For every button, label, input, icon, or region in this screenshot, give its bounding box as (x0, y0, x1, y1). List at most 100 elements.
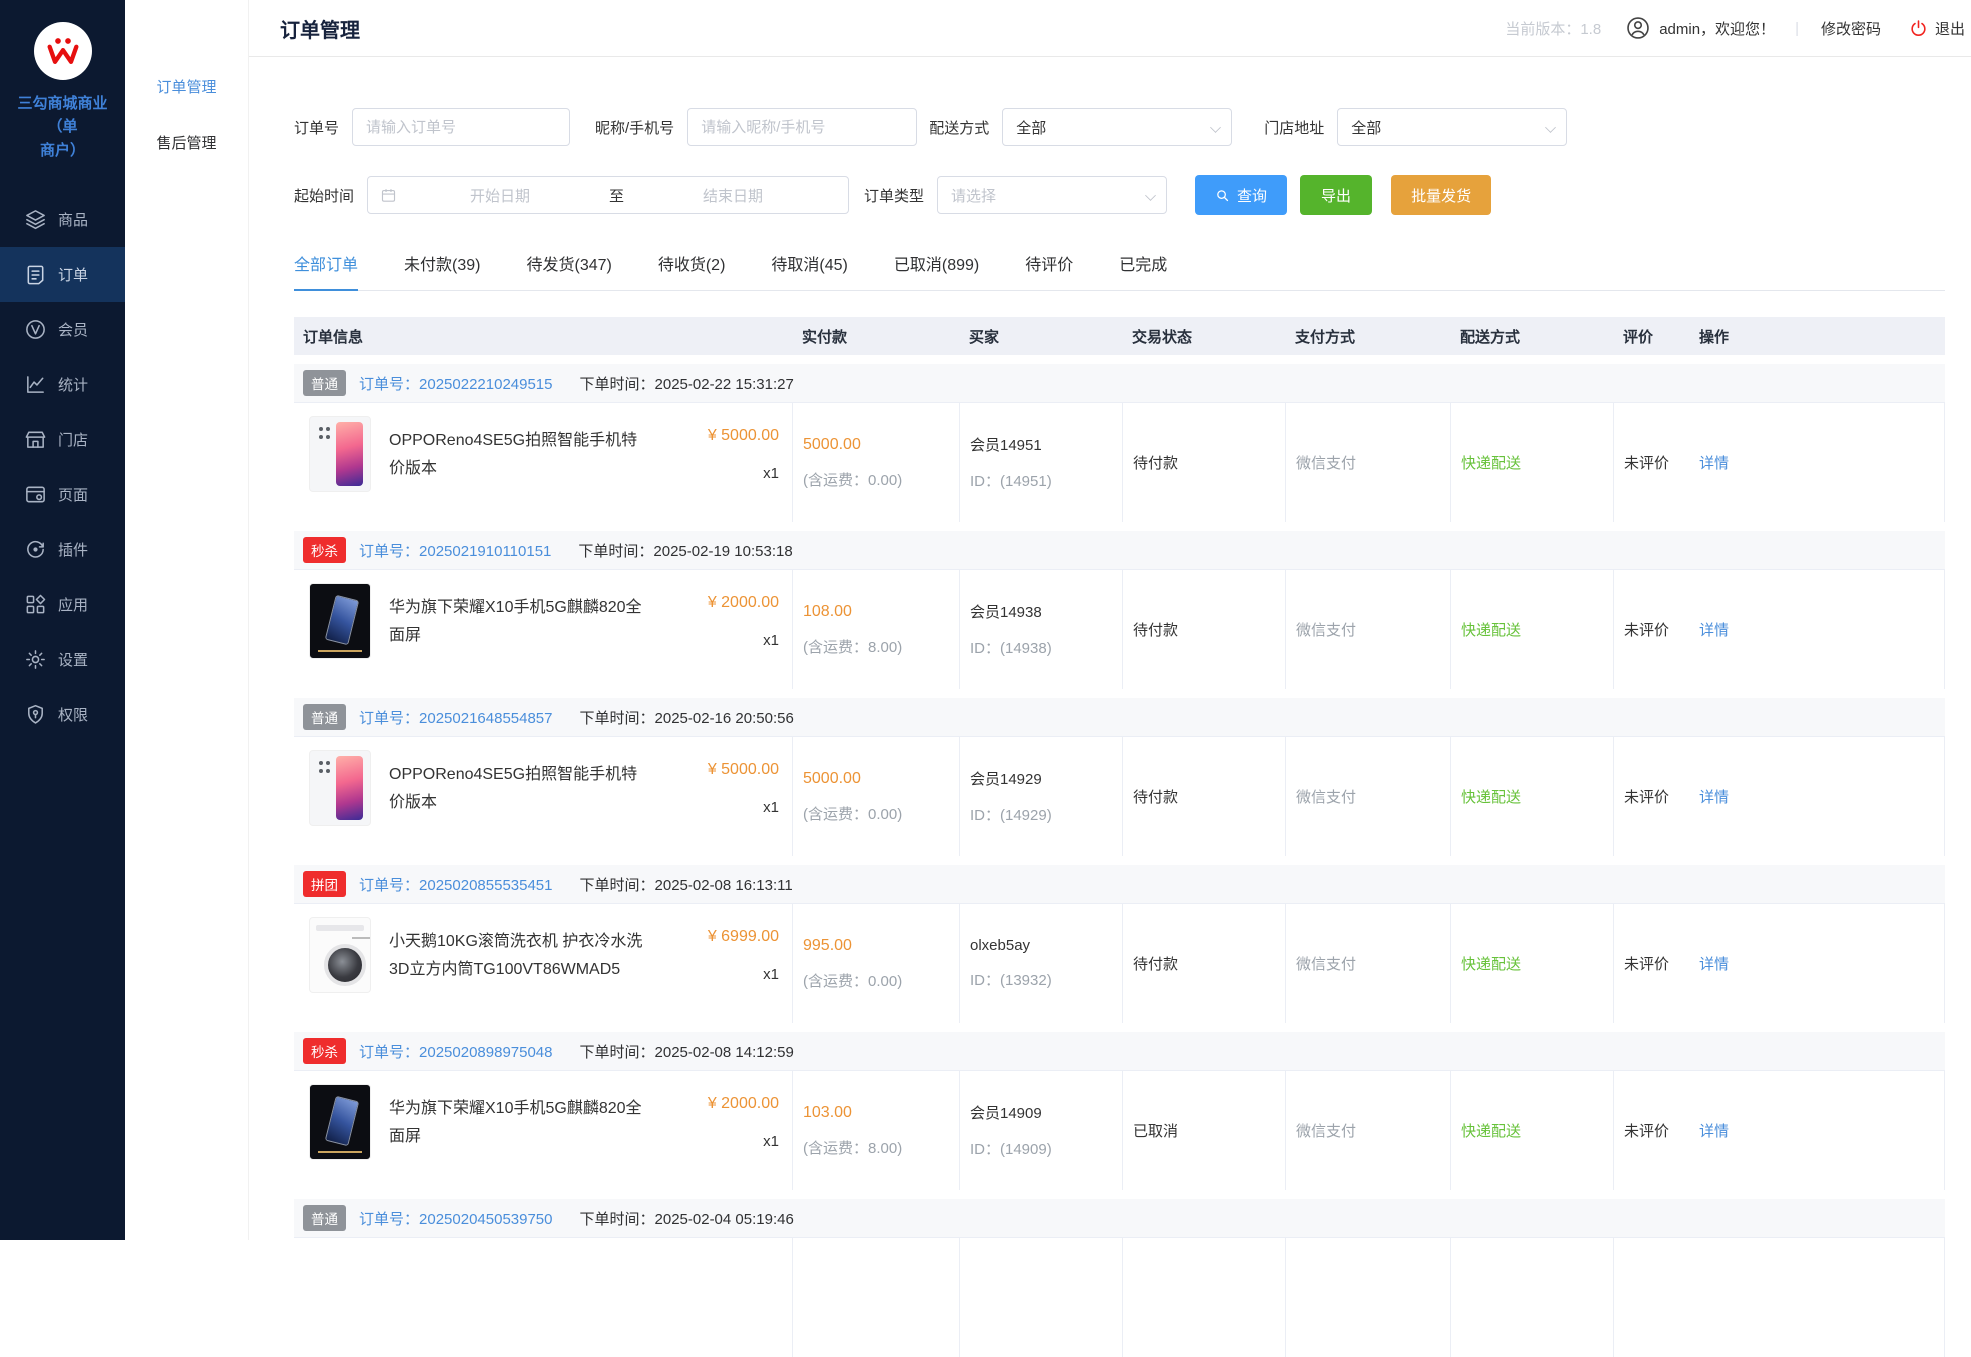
sidebar-item-apps[interactable]: 应用 (0, 577, 125, 632)
detail-link[interactable]: 详情 (1699, 1123, 1730, 1140)
main-area: 订单管理 当前版本：1.8 admin，欢迎您！ | 修改密码 退出 订单号 (249, 0, 1971, 1357)
price-qty (661, 1262, 779, 1357)
sidebar-item-stats[interactable]: 统计 (0, 357, 125, 412)
nickname-input[interactable] (687, 108, 918, 146)
order-no-label: 订单号 (294, 119, 340, 137)
sidebar-item-goods[interactable]: 商品 (0, 192, 125, 247)
order-row: 华为旗下荣耀X10手机5G麒麟820全面屏 ¥ 2000.00 x1 103.0… (294, 1070, 1945, 1190)
order-time: 下单时间：2025-02-04 05:19:46 (579, 1210, 794, 1228)
detail-link[interactable]: 详情 (1699, 789, 1730, 806)
sidebar-item-stores[interactable]: 门店 (0, 412, 125, 467)
chevron-down-icon (1545, 122, 1557, 133)
brand-name: 三勾商城商业（单 商户） (17, 95, 108, 159)
payment-cell: 微信支付 (1285, 403, 1450, 522)
trade-status: 待付款 (1133, 789, 1179, 806)
sidebar-item-plugins[interactable]: 插件 (0, 522, 125, 577)
date-range-picker[interactable]: 开始日期 至 结束日期 (367, 176, 850, 214)
order-type-badge: 普通 (303, 1205, 346, 1231)
order-number-link[interactable]: 订单号：2025021910110151 (359, 542, 552, 560)
user-menu[interactable]: admin，欢迎您！ (1625, 15, 1775, 41)
search-icon (1217, 189, 1229, 201)
order-header-bar: 普通 订单号：2025022210249515 下单时间：2025-02-22 … (294, 364, 1945, 402)
gear-icon (24, 648, 47, 671)
chevron-down-icon (1145, 190, 1156, 201)
order-info-cell: 华为旗下荣耀X10手机5G麒麟820全面屏 ¥ 2000.00 x1 (294, 1071, 792, 1190)
trade-status: 已取消 (1133, 1123, 1179, 1140)
payment-method: 微信支付 (1296, 1123, 1357, 1140)
version-label: 当前版本：1.8 (1505, 20, 1602, 38)
price-qty: ¥ 2000.00 x1 (661, 1095, 779, 1190)
paid-amount: 108.00 (803, 602, 852, 620)
stats-icon (24, 373, 47, 396)
order-no-input[interactable] (352, 108, 571, 146)
order-time: 下单时间：2025-02-08 14:12:59 (579, 1043, 794, 1061)
buyer-cell: 会员14909 ID：(14909) (959, 1071, 1122, 1190)
buyer-name: olxeb5ay (970, 937, 1031, 954)
product-name: OPPOReno4SE5G拍照智能手机特价版本 (389, 766, 638, 811)
store-select[interactable]: 全部 (1337, 108, 1568, 146)
paid-amount: 5000.00 (803, 769, 861, 787)
tab-all[interactable]: 全部订单 (294, 251, 359, 291)
submenu-item-order-management[interactable]: 订单管理 (156, 79, 217, 96)
sidebar-item-orders[interactable]: 订单 (0, 246, 125, 302)
order-number-link[interactable]: 订单号：2025022210249515 (359, 375, 553, 393)
order-header-bar: 秒杀 订单号：2025021910110151 下单时间：2025-02-19 … (294, 531, 1945, 569)
submenu-item-aftersales-management[interactable]: 售后管理 (156, 135, 217, 152)
product-image (309, 416, 371, 492)
sidebar-item-permissions[interactable]: 权限 (0, 687, 125, 742)
col-actions: 操作 (1699, 328, 1730, 346)
detail-link[interactable]: 详情 (1699, 622, 1730, 639)
export-button[interactable]: 导出 (1300, 175, 1373, 215)
paid-amount: 995.00 (803, 936, 852, 954)
product-name (294, 1262, 661, 1357)
status-cell: 待付款 (1122, 403, 1285, 522)
tab-to-review[interactable]: 待评价 (1025, 257, 1074, 274)
col-buyer: 买家 (969, 328, 1000, 346)
product-name: OPPOReno4SE5G拍照智能手机特价版本 (389, 432, 638, 477)
paid-cell: 103.00 (含运费：8.00) (792, 1071, 959, 1190)
price-qty: ¥ 2000.00 x1 (661, 594, 779, 689)
product-price: ¥ 6999.00 (707, 928, 779, 945)
logout-button[interactable]: 退出 (1909, 18, 1965, 39)
payment-cell (1285, 1238, 1450, 1357)
tab-cancelled[interactable]: 已取消(899) (893, 257, 980, 274)
avatar-icon (1627, 17, 1649, 39)
tab-completed[interactable]: 已完成 (1119, 257, 1168, 274)
tab-to-cancel[interactable]: 待取消(45) (771, 257, 848, 274)
paid-cell: 108.00 (含运费：8.00) (792, 570, 959, 689)
detail-link[interactable]: 详情 (1699, 455, 1730, 472)
tab-to-ship[interactable]: 待发货(347) (526, 257, 612, 274)
order-group: 普通 订单号：2025020450539750 下单时间：2025-02-04 … (294, 1199, 1945, 1357)
change-password-link[interactable]: 修改密码 (1820, 20, 1881, 38)
order-row: OPPOReno4SE5G拍照智能手机特价版本 ¥ 5000.00 x1 500… (294, 736, 1945, 856)
order-group: 秒杀 订单号：2025021910110151 下单时间：2025-02-19 … (294, 531, 1945, 689)
product-image (309, 917, 371, 993)
order-number-link[interactable]: 订单号：2025021648554857 (359, 709, 553, 727)
sidebar-item-pages[interactable]: 页面 (0, 467, 125, 522)
tab-unpaid[interactable]: 未付款(39) (404, 257, 481, 274)
delivery-select[interactable]: 全部 (1002, 108, 1233, 146)
order-type-badge: 普通 (303, 370, 346, 396)
actions-cell: 详情 (1689, 737, 1944, 856)
order-type-select[interactable]: 请选择 (937, 176, 1168, 214)
freight-note: (含运费：8.00) (803, 638, 903, 656)
batch-ship-button[interactable]: 批量发货 (1391, 175, 1492, 215)
sidebar-item-members[interactable]: 会员 (0, 302, 125, 357)
tab-to-receive[interactable]: 待收货(2) (657, 257, 726, 274)
order-row: 小天鹅10KG滚筒洗衣机 护衣冷水洗 3D立方内筒TG100VT86WMAD5 … (294, 903, 1945, 1023)
order-info-cell: OPPOReno4SE5G拍照智能手机特价版本 ¥ 5000.00 x1 (294, 737, 792, 856)
order-number-link[interactable]: 订单号：2025020450539750 (359, 1210, 553, 1228)
detail-link[interactable]: 详情 (1699, 956, 1730, 973)
order-number-link[interactable]: 订单号：2025020855535451 (359, 876, 553, 894)
sidebar-item-settings[interactable]: 设置 (0, 632, 125, 687)
search-button[interactable]: 查询 (1195, 175, 1288, 215)
order-status-tabs: 全部订单 未付款(39) 待发货(347) 待收货(2) 待取消(45) 已取消(899)… (294, 251, 1945, 291)
buyer-cell: 会员14938 ID：(14938) (959, 570, 1122, 689)
review-cell: 未评价 (1613, 904, 1689, 1023)
order-number-link[interactable]: 订单号：2025020898975048 (359, 1043, 553, 1061)
freight-note: (含运费：0.00) (803, 805, 903, 823)
order-info-cell: OPPOReno4SE5G拍照智能手机特价版本 ¥ 5000.00 x1 (294, 403, 792, 522)
review-status: 未评价 (1624, 622, 1670, 639)
review-status: 未评价 (1624, 956, 1670, 973)
layers-icon (24, 208, 47, 231)
